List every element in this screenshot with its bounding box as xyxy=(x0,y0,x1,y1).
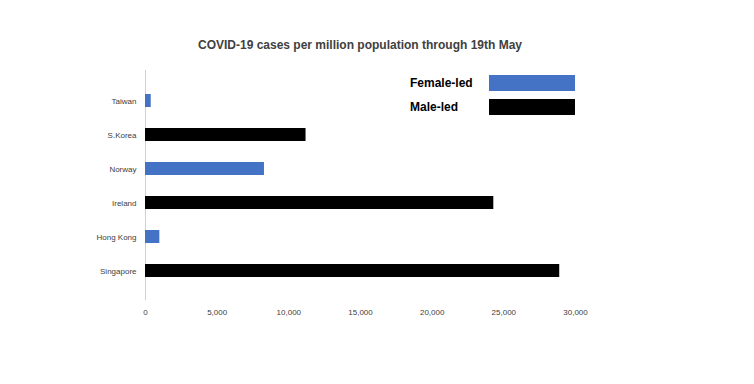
svg-text:Taiwan: Taiwan xyxy=(112,97,137,106)
svg-text:Ireland: Ireland xyxy=(112,199,136,208)
svg-text:15,000: 15,000 xyxy=(348,308,373,317)
html-text:Female-led: Female-led xyxy=(410,76,473,90)
svg-text:20,000: 20,000 xyxy=(420,308,445,317)
html-text:COVID-19 cases per million pop: COVID-19 cases per million population th… xyxy=(198,38,522,52)
svg-text:Norway: Norway xyxy=(109,165,136,174)
svg-text:25,000: 25,000 xyxy=(492,308,517,317)
svg-text:Singapore: Singapore xyxy=(100,267,137,276)
svg-text:10,000: 10,000 xyxy=(277,308,302,317)
svg-text:0: 0 xyxy=(143,308,148,317)
svg-text:S.Korea: S.Korea xyxy=(108,131,137,140)
html-text:Male-led: Male-led xyxy=(410,100,458,114)
svg-text:30,000: 30,000 xyxy=(563,308,588,317)
svg-text:5,000: 5,000 xyxy=(207,308,228,317)
svg-text:Hong Kong: Hong Kong xyxy=(96,233,136,242)
